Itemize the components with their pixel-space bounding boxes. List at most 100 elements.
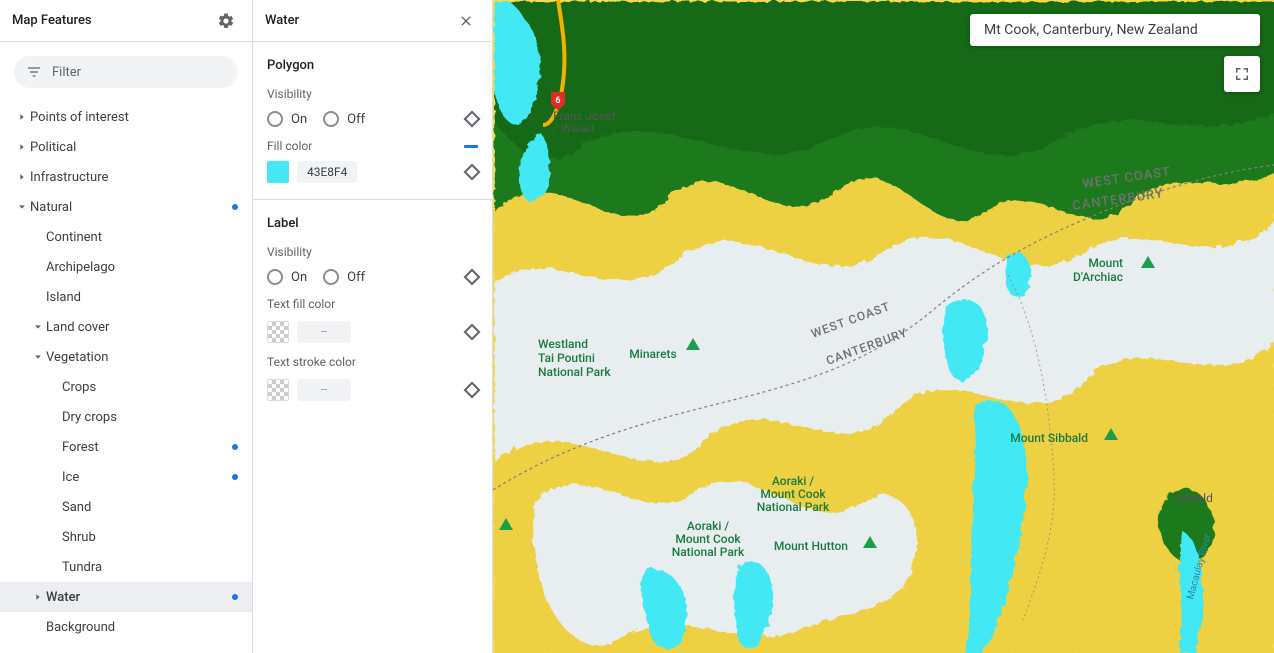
text-fill-label: Text fill color [267,297,478,311]
text-fill-swatch[interactable] [267,321,289,343]
tree-node-points-of-interest[interactable]: Points of interest [0,102,252,132]
label-visibility-row: On Off [267,269,478,285]
tree-node-label: Natural [30,200,232,215]
tree-node-label: Background [46,620,252,635]
inherit-indicator[interactable] [464,164,481,181]
svg-text:Mount Sibbald: Mount Sibbald [1010,431,1088,445]
map-features-title: Map Features [12,13,92,28]
tree-node-tundra[interactable]: Tundra [0,552,252,582]
fullscreen-button[interactable] [1224,56,1260,92]
polygon-visibility-off-radio[interactable] [323,111,339,127]
tree-node-label: Dry crops [62,410,252,425]
detail-header: Water [253,0,492,42]
expand-icon[interactable] [14,202,30,212]
filter-placeholder: Filter [52,65,81,80]
polygon-visibility-on-label: On [291,112,307,127]
polygon-visibility-label: Visibility [267,87,478,101]
expand-icon[interactable] [30,352,46,362]
svg-text:6: 6 [555,96,560,106]
gear-icon[interactable] [212,7,240,35]
inherit-indicator[interactable] [464,324,481,341]
filter-icon [26,64,42,80]
tree-node-shrub[interactable]: Shrub [0,522,252,552]
modified-indicator [232,444,238,450]
label-visibility-off-label: Off [347,270,365,285]
fullscreen-icon [1233,65,1251,83]
polygon-section: Polygon Visibility On Off Fill color 43E… [253,42,492,200]
tree-node-political[interactable]: Political [0,132,252,162]
filter-input[interactable]: Filter [14,56,238,88]
polygon-visibility-row: On Off [267,111,478,127]
tree-node-island[interactable]: Island [0,282,252,312]
modified-indicator [232,474,238,480]
expand-icon[interactable] [30,322,46,332]
tree-node-label: Shrub [62,530,252,545]
tree-node-dry-crops[interactable]: Dry crops [0,402,252,432]
tree-node-label: Island [46,290,252,305]
text-stroke-row: – [267,379,478,401]
polygon-visibility-on-radio[interactable] [267,111,283,127]
inherit-indicator[interactable] [464,111,481,128]
tree-node-ice[interactable]: Ice [0,462,252,492]
tree-node-label: Infrastructure [30,170,252,185]
label-section: Label Visibility On Off Text fill color … [253,200,492,417]
polygon-heading: Polygon [267,58,478,73]
tree-node-infrastructure[interactable]: Infrastructure [0,162,252,192]
tree-node-natural[interactable]: Natural [0,192,252,222]
svg-text:Mount Hutton: Mount Hutton [774,539,848,553]
feature-detail-panel: Water Polygon Visibility On Off Fill col… [253,0,493,653]
fill-color-hex[interactable]: 43E8F4 [297,161,357,183]
text-stroke-label: Text stroke color [267,355,478,369]
detail-title: Water [265,13,299,28]
override-indicator[interactable] [464,145,478,148]
location-search-input[interactable]: Mt Cook, Canterbury, New Zealand [970,14,1260,46]
tree-node-land-cover[interactable]: Land cover [0,312,252,342]
tree-node-crops[interactable]: Crops [0,372,252,402]
map-canvas: 6 Franz Josef/ Waiau WestlandTai Poutini… [493,0,1274,653]
tree-node-label: Sand [62,500,252,515]
fill-color-label-row: Fill color [267,139,478,153]
tree-node-water[interactable]: Water [0,582,252,612]
tree-node-label: Continent [46,230,252,245]
tree-node-forest[interactable]: Forest [0,432,252,462]
text-fill-row: – [267,321,478,343]
tree-node-background[interactable]: Background [0,612,252,642]
expand-icon[interactable] [14,172,30,182]
text-stroke-swatch[interactable] [267,379,289,401]
expand-icon[interactable] [14,112,30,122]
fill-color-swatch[interactable] [267,161,289,183]
tree-node-label: Archipelago [46,260,252,275]
fill-color-label: Fill color [267,139,312,153]
tree-node-label: Forest [62,440,232,455]
tree-node-label: Tundra [62,560,252,575]
tree-node-sand[interactable]: Sand [0,492,252,522]
tree-node-label: Points of interest [30,110,252,125]
svg-text:Sibbald: Sibbald [1173,491,1213,505]
tree-node-vegetation[interactable]: Vegetation [0,342,252,372]
label-visibility-on-radio[interactable] [267,269,283,285]
tree-node-label: Land cover [46,320,252,335]
inherit-indicator[interactable] [464,382,481,399]
fill-color-row: 43E8F4 [267,161,478,183]
svg-text:Minarets: Minarets [629,347,676,361]
polygon-visibility-off-label: Off [347,112,365,127]
tree-node-label: Ice [62,470,232,485]
text-fill-hex[interactable]: – [297,321,351,343]
close-icon[interactable] [452,7,480,35]
text-stroke-hex[interactable]: – [297,379,351,401]
expand-icon[interactable] [14,142,30,152]
inherit-indicator[interactable] [464,269,481,286]
expand-icon[interactable] [30,592,46,602]
tree-node-continent[interactable]: Continent [0,222,252,252]
label-visibility-label: Visibility [267,245,478,259]
feature-tree: Points of interest Political Infrastructur… [0,102,252,653]
label-heading: Label [267,216,478,231]
tree-node-label: Crops [62,380,252,395]
map-preview[interactable]: 6 Franz Josef/ Waiau WestlandTai Poutini… [493,0,1274,653]
tree-node-archipelago[interactable]: Archipelago [0,252,252,282]
modified-indicator [232,204,238,210]
label-visibility-off-radio[interactable] [323,269,339,285]
tree-node-label: Vegetation [46,350,252,365]
map-features-panel: Map Features Filter Points of interestPo… [0,0,253,653]
location-search-value: Mt Cook, Canterbury, New Zealand [984,22,1198,38]
